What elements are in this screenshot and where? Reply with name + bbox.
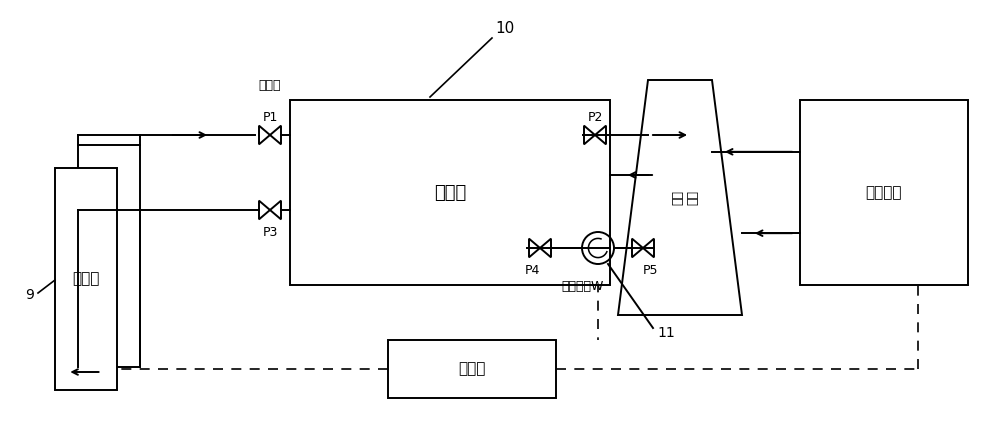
- Bar: [388, 340, 556, 398]
- Text: 10: 10: [495, 20, 515, 36]
- Text: 控制器: 控制器: [458, 362, 486, 377]
- Text: 9: 9: [26, 288, 34, 302]
- Bar: [55, 168, 117, 390]
- Text: 集热器: 集热器: [72, 272, 100, 286]
- Text: 循环水泵W: 循环水泵W: [562, 280, 604, 292]
- Text: 蓄热器: 蓄热器: [434, 184, 466, 201]
- Text: P5: P5: [643, 264, 659, 277]
- Bar: [78, 145, 140, 367]
- Text: 换热
装置: 换热 装置: [671, 190, 699, 205]
- Text: P3: P3: [262, 226, 278, 238]
- Text: P4: P4: [524, 264, 540, 277]
- Text: 辅助热源: 辅助热源: [866, 185, 902, 200]
- Text: 膨胀阀: 膨胀阀: [259, 79, 281, 91]
- Bar: [290, 100, 610, 285]
- Text: 11: 11: [657, 326, 675, 340]
- Text: P2: P2: [587, 110, 603, 124]
- Text: P1: P1: [262, 110, 278, 124]
- Bar: [800, 100, 968, 285]
